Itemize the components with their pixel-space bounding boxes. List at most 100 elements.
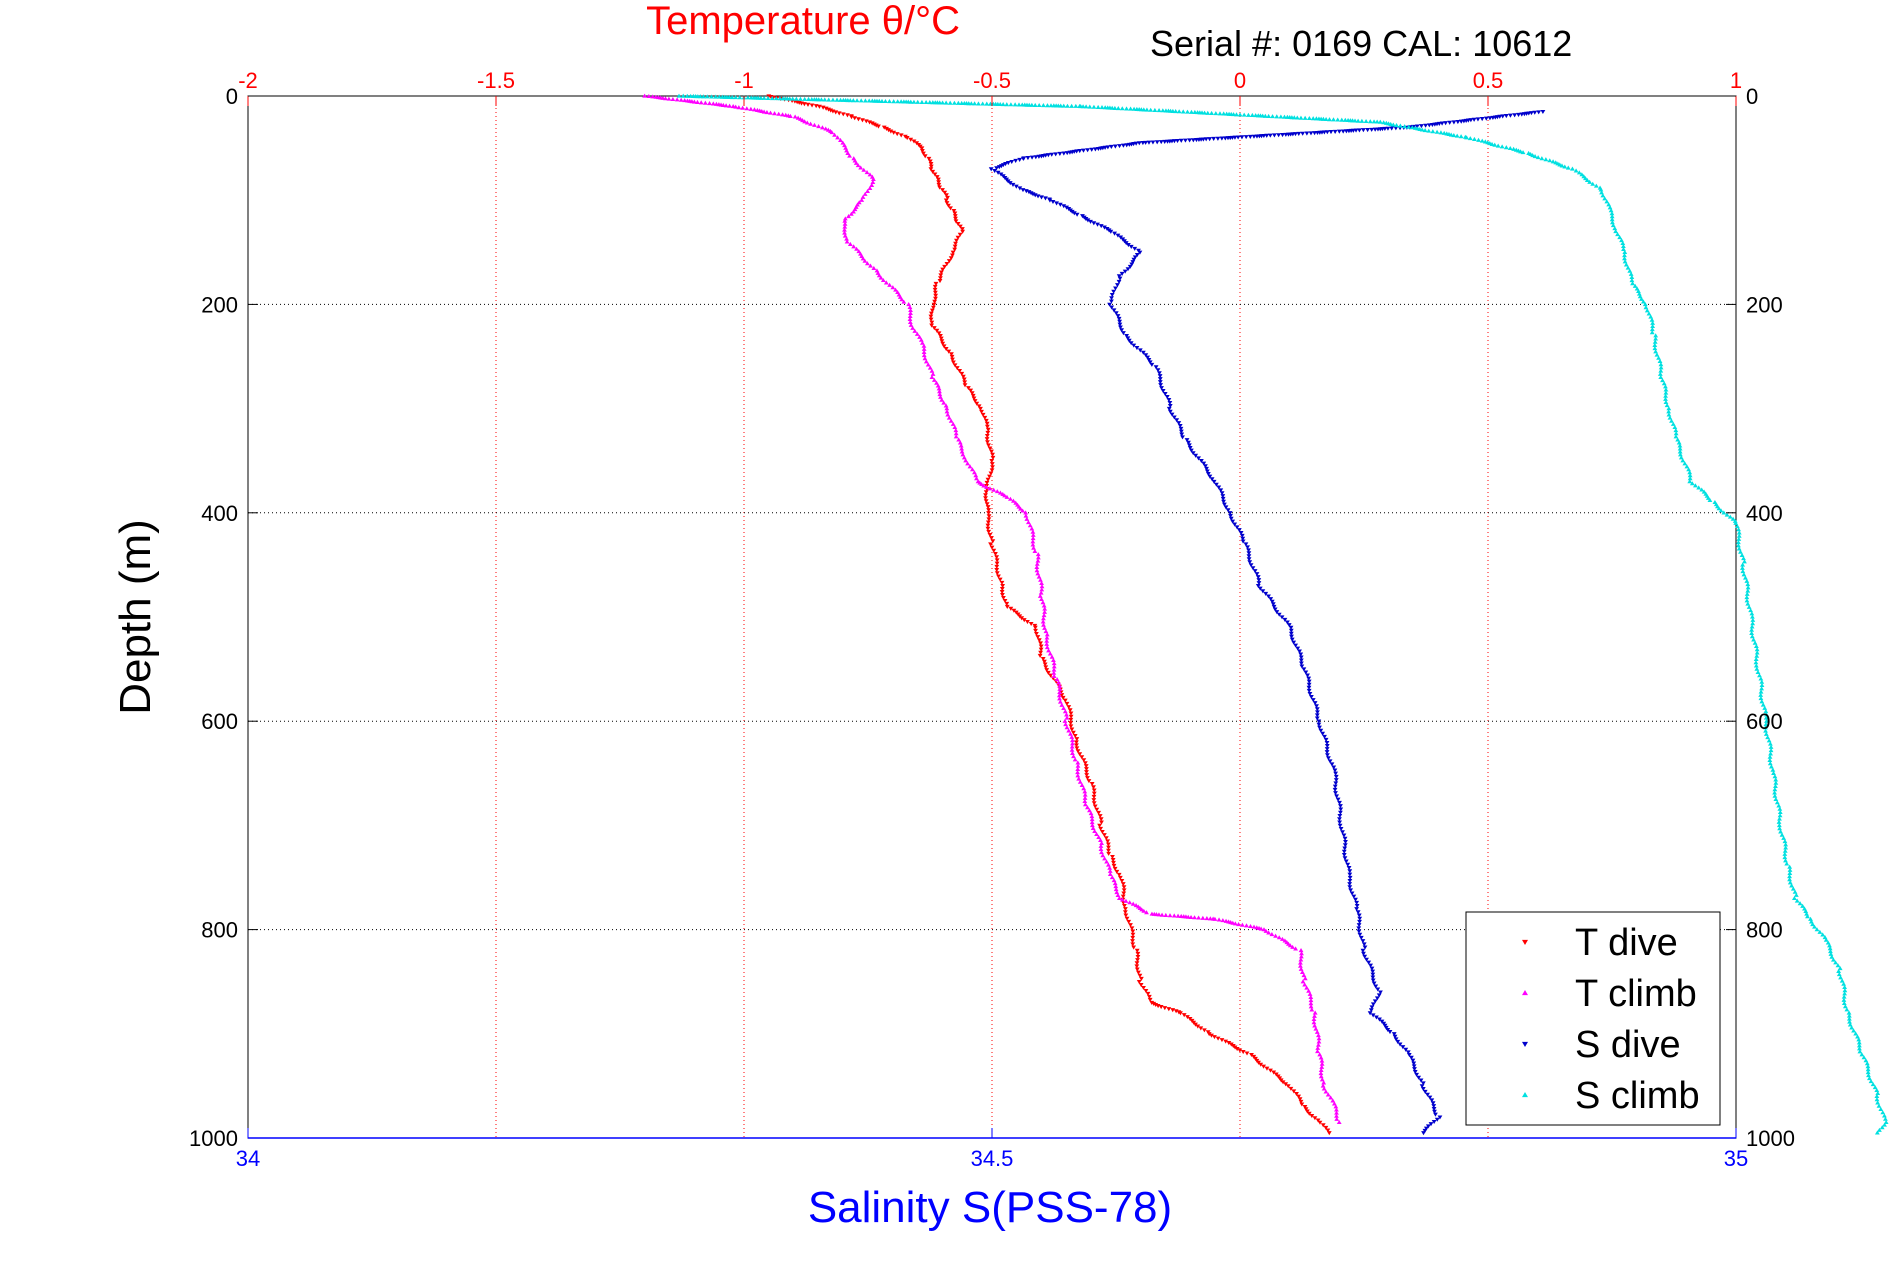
data-point <box>1091 801 1097 806</box>
data-point <box>1036 102 1042 108</box>
data-point <box>1257 586 1263 591</box>
data-point <box>1430 129 1436 134</box>
data-point <box>938 333 943 339</box>
data-point <box>928 164 934 169</box>
data-point <box>1327 759 1333 764</box>
data-point <box>982 415 988 420</box>
data-point <box>989 462 995 467</box>
data-point <box>1421 1131 1426 1136</box>
data-point <box>1437 1115 1443 1120</box>
data-point <box>1736 533 1742 538</box>
data-point <box>1074 212 1080 217</box>
data-point <box>937 185 942 190</box>
data-point <box>1053 152 1059 157</box>
data-point <box>1438 130 1444 135</box>
data-point <box>1744 598 1750 603</box>
data-point <box>1744 578 1750 583</box>
data-point <box>1040 619 1046 624</box>
data-point <box>1035 558 1041 563</box>
data-point <box>1032 625 1038 630</box>
data-point <box>1068 731 1073 736</box>
data-point <box>929 308 935 313</box>
data-point <box>1098 843 1104 848</box>
legend-marker <box>1522 939 1528 945</box>
data-point <box>1357 916 1363 921</box>
data-point <box>911 99 917 104</box>
data-point <box>1721 510 1727 515</box>
data-point <box>1839 978 1845 983</box>
data-point <box>1613 229 1619 234</box>
data-point <box>928 314 934 319</box>
data-point <box>1598 187 1604 192</box>
data-point <box>1149 1000 1155 1005</box>
data-point <box>1041 612 1047 618</box>
data-point <box>1772 793 1778 798</box>
data-point <box>1759 699 1765 704</box>
data-point <box>1337 800 1342 806</box>
data-point <box>1087 104 1093 109</box>
top-axis-tick-label: -0.5 <box>973 68 1011 93</box>
data-point <box>1040 657 1046 662</box>
data-point <box>1772 774 1778 779</box>
data-point <box>1029 155 1035 160</box>
data-point <box>1865 1064 1871 1069</box>
data-point <box>1013 158 1019 164</box>
data-point <box>1244 923 1249 928</box>
data-point <box>1090 825 1096 831</box>
data-point <box>1516 112 1521 118</box>
data-point <box>1082 798 1088 804</box>
data-point <box>1162 392 1168 397</box>
data-point <box>1312 131 1317 136</box>
data-point <box>1008 496 1013 501</box>
data-point <box>984 484 989 489</box>
data-point <box>1290 944 1295 949</box>
data-point <box>984 424 990 429</box>
data-point <box>1156 912 1162 917</box>
data-point <box>1827 946 1833 951</box>
data-point <box>1263 928 1269 933</box>
data-point <box>1346 866 1352 871</box>
data-point <box>1075 773 1081 778</box>
data-point <box>1748 608 1754 613</box>
data-point <box>1773 780 1779 785</box>
data-point <box>1374 119 1380 124</box>
data-point <box>1141 107 1147 112</box>
data-point <box>1360 939 1366 944</box>
data-point <box>1112 881 1118 886</box>
data-point <box>832 132 837 137</box>
data-point <box>1489 141 1495 146</box>
data-point <box>1324 747 1330 752</box>
data-point <box>1336 1119 1342 1125</box>
data-point <box>1696 485 1702 490</box>
data-point <box>1251 134 1257 139</box>
data-point <box>934 175 940 180</box>
data-point <box>1749 627 1755 632</box>
data-point <box>842 233 848 238</box>
data-point <box>1650 323 1656 328</box>
data-point <box>1116 279 1122 285</box>
data-point <box>1276 935 1282 940</box>
data-point <box>1291 115 1297 120</box>
data-point <box>1327 117 1332 122</box>
data-point <box>829 130 835 135</box>
data-point <box>1306 1111 1312 1116</box>
data-point <box>1734 524 1740 529</box>
data-point <box>1772 787 1778 792</box>
data-point <box>1062 698 1068 703</box>
data-point <box>1126 243 1131 248</box>
data-point <box>1663 390 1669 395</box>
data-point <box>856 117 861 122</box>
data-point <box>1842 991 1848 996</box>
data-point <box>974 476 979 481</box>
data-point <box>1622 253 1627 258</box>
data-point <box>989 449 994 454</box>
data-point <box>930 169 936 174</box>
data-point <box>1317 1052 1323 1057</box>
data-point <box>1215 1036 1221 1041</box>
data-point <box>955 221 961 227</box>
data-point <box>1872 1084 1878 1090</box>
data-point <box>1359 118 1365 123</box>
data-point <box>932 284 938 289</box>
data-point <box>1804 911 1809 916</box>
data-point <box>1609 211 1615 216</box>
